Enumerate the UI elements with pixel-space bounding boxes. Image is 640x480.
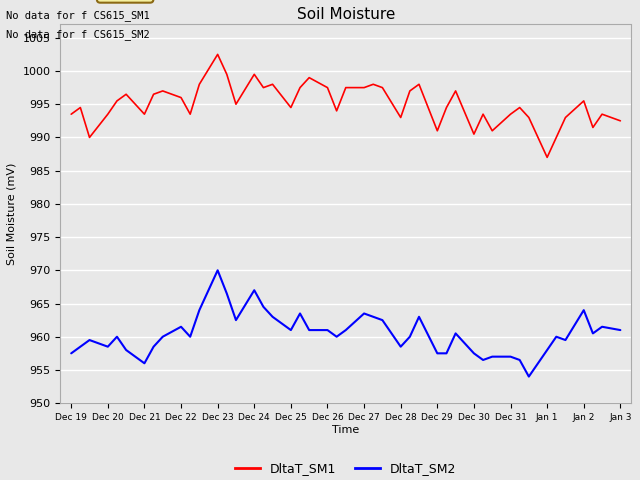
Text: No data for f CS615_SM2: No data for f CS615_SM2 xyxy=(6,29,150,40)
Y-axis label: Soil Moisture (mV): Soil Moisture (mV) xyxy=(7,163,17,265)
Text: No data for f CS615_SM1: No data for f CS615_SM1 xyxy=(6,10,150,21)
X-axis label: Time: Time xyxy=(332,425,360,435)
Legend: DltaT_SM1, DltaT_SM2: DltaT_SM1, DltaT_SM2 xyxy=(230,457,461,480)
Title: Soil Moisture: Soil Moisture xyxy=(296,7,395,22)
